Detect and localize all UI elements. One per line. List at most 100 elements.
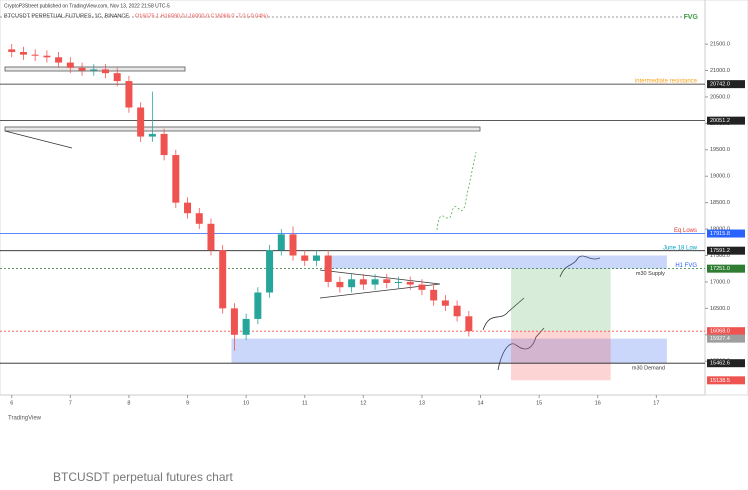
zone-label: m30 Supply [636,271,665,277]
candle-body [125,81,133,108]
candle-body [172,155,180,203]
x-tick-label: 7 [69,400,72,406]
level-name: H1 FVG [675,263,697,269]
logo: TradingView [8,416,42,422]
projection [482,297,525,331]
candle-body [336,281,344,288]
x-tick-label: 12 [360,400,366,406]
price-tag [707,80,745,89]
x-tick-label: 11 [302,400,308,406]
range-box [4,126,481,132]
y-tick-label: 18500.0 [710,200,730,206]
candle-body [348,279,356,288]
candle-body [301,255,309,261]
candle-body [66,62,74,68]
price-tag [707,264,745,273]
author: CryptoP3Street published on TradingView.… [4,3,170,9]
caption: BTCUSDT perpetual futures chart [53,470,234,484]
candle-body [8,49,16,52]
candle-body [137,107,145,137]
candle-body [184,202,192,214]
frame [0,0,748,396]
candle-body [90,69,98,71]
zone [511,268,611,332]
trend-arrow [4,130,73,149]
range-box [4,66,186,72]
price-tag-label: 20051.2 [710,118,730,124]
candle-body [195,213,203,224]
x-tick-label: 9 [186,400,189,406]
x-tick-label: 16 [595,400,601,406]
level-name: June 18 Low [663,245,698,251]
candle-body [395,281,403,283]
candle-body [453,305,461,317]
price-tag [707,376,745,385]
level-name: intermediate resistance [635,79,698,85]
zone [511,331,611,381]
y-tick-label: 17000.0 [710,279,730,285]
price-tag-label: 15927.4 [710,336,730,342]
candle-body [312,255,320,261]
projection [497,327,545,371]
candle-body [266,250,274,293]
y-tick-label: 21000.0 [710,68,730,74]
candle-body [254,292,262,319]
y-tick-label: 19500.0 [710,147,730,153]
zone-label: m30 Demand [632,366,665,372]
candle-body [371,279,379,285]
x-tick-label: 15 [536,400,542,406]
candle-body [277,234,285,251]
candle-body [406,281,414,285]
ohlc: O16075.1 H16090.0 L16000.0 C16068.0 -7.0… [135,13,268,19]
zone [324,255,667,269]
price-tag-label: 17591.2 [710,248,730,254]
candle-body [31,54,39,56]
y-tick-label: 20500.0 [710,94,730,100]
candle-body [101,69,109,74]
fvg-tag: FVG [684,14,699,21]
candle-body [242,318,250,335]
x-tick-label: 17 [653,400,659,406]
candle-body [19,52,27,55]
price-tag [707,229,745,238]
symbol: BTCUSDT PERPETUAL FUTURES, 1C, BINANCE [4,13,129,19]
x-tick-label: 6 [10,400,13,406]
candle-body [113,73,121,82]
y-tick-label: 17500.0 [710,253,730,259]
price-tag-label: 15462.6 [710,361,730,367]
candle-body [43,55,51,58]
x-tick-label: 14 [477,400,483,406]
candle-body [441,300,449,306]
price-tag-label: 16068.0 [710,329,730,335]
price-tag [707,327,745,336]
candle-body [324,255,332,282]
x-tick-label: 10 [243,400,249,406]
candle-body [465,316,473,332]
y-tick-label: 16500.0 [710,306,730,312]
candle-body [78,67,86,71]
price-tag-label: 20742.0 [710,82,730,88]
price-tag [707,334,745,343]
price-tag [707,246,745,255]
candle-body [207,223,215,251]
candle-body [430,289,438,301]
candle-body [219,250,227,309]
candle-body [359,279,367,285]
zone [231,338,667,364]
candle-body [55,57,63,63]
price-tag-label: 17915.8 [710,231,730,237]
x-tick-label: 13 [419,400,425,406]
candle-body [148,133,156,137]
candle-body [230,308,238,335]
price-tag [707,116,745,125]
price-tag-label: 17251.0 [710,266,730,272]
x-tick-label: 8 [127,400,130,406]
candle-body [418,284,426,290]
candle-body [160,133,168,156]
level-name: Eq Lows [674,228,697,234]
y-tick-label: 21500.0 [710,42,730,48]
candle-body [383,279,391,283]
price-tag [707,359,745,368]
y-tick-label: 19000.0 [710,174,730,180]
